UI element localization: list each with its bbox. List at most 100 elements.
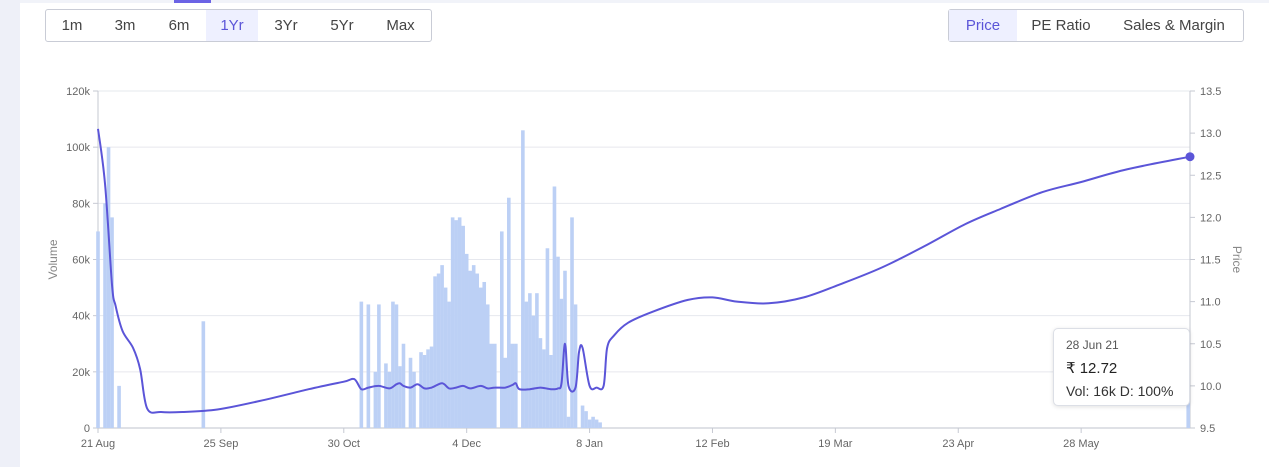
- volume-bar: [366, 304, 371, 428]
- x-tick-label: 4 Dec: [452, 438, 481, 450]
- volume-bar: [482, 281, 487, 428]
- volume-bar: [594, 419, 599, 428]
- y-right-tick-label: 13.5: [1200, 86, 1221, 98]
- volume-bar: [377, 304, 381, 428]
- period-max-button[interactable]: Max: [386, 17, 415, 34]
- volume-bar: [524, 301, 529, 428]
- volume-bar: [538, 338, 543, 428]
- period-3m-button[interactable]: 3m: [114, 17, 136, 34]
- y-left-tick-label: 20k: [72, 367, 90, 379]
- period-1yr-button[interactable]: 1Yr: [206, 10, 258, 41]
- volume-bar: [454, 220, 458, 428]
- tooltip-volume: Vol: 16k: [1066, 383, 1116, 399]
- highlight-point: [1185, 152, 1195, 162]
- metric-pe-ratio-button[interactable]: PE Ratio: [1031, 17, 1091, 34]
- tooltip-date: 28 Jun 21: [1066, 338, 1119, 352]
- volume-bar: [464, 253, 469, 428]
- volume-bar: [587, 419, 592, 428]
- metric-sales-margin-button[interactable]: Sales & Margin: [1123, 17, 1225, 34]
- volume-bar: [394, 304, 399, 428]
- x-tick-label: 28 May: [1063, 438, 1100, 450]
- period-3yr-button[interactable]: 3Yr: [274, 17, 298, 34]
- volume-bar: [591, 416, 595, 428]
- chart-tooltip: 28 Jun 21 ₹ 12.72 Vol: 16k D: 100%: [1053, 328, 1190, 406]
- y-right-tick-label: 12.0: [1200, 212, 1221, 224]
- period-5yr-button[interactable]: 5Yr: [330, 17, 354, 34]
- volume-bar: [422, 354, 427, 428]
- volume-bar: [570, 217, 574, 428]
- volume-bar: [384, 363, 388, 428]
- price-line: [97, 128, 1191, 414]
- volume-bar: [528, 293, 532, 428]
- metric-price-button[interactable]: Price: [949, 10, 1017, 41]
- tooltip-delivery: D: 100%: [1119, 383, 1174, 399]
- volume-bar: [1186, 383, 1190, 428]
- volume-bar: [201, 321, 206, 428]
- volume-bar: [461, 225, 465, 428]
- volume-bar: [359, 301, 364, 428]
- volume-bar: [457, 217, 462, 428]
- volume-bar: [485, 304, 490, 428]
- y-right-tick-label: 12.5: [1200, 170, 1221, 182]
- y-right-tick-label: 13.0: [1200, 128, 1221, 140]
- axis-labels: 0 20k 40k 60k 80k 100k 120k 9.5 10.0 10.5 11.0 11.5…: [46, 86, 1244, 450]
- volume-bar: [552, 186, 557, 428]
- y-right-tick-label: 10.0: [1200, 381, 1221, 393]
- tooltip-price: ₹ 12.72: [1066, 360, 1118, 377]
- volume-bar: [475, 273, 480, 428]
- volume-bar: [489, 343, 494, 428]
- volume-bar: [96, 231, 100, 428]
- volume-bar: [387, 371, 392, 428]
- price-line-layer: [97, 128, 1195, 414]
- period-6m-button[interactable]: 6m: [168, 17, 190, 34]
- volume-bar: [535, 293, 539, 428]
- volume-bar: [103, 203, 107, 428]
- volume-bar: [408, 357, 413, 428]
- x-tick-label: 21 Aug: [81, 438, 115, 450]
- volume-bar: [503, 357, 508, 428]
- volume-bar: [412, 371, 416, 428]
- period-1m-button[interactable]: 1m: [61, 17, 83, 34]
- y-left-tick-label: 80k: [72, 198, 90, 210]
- volume-bar: [478, 287, 483, 428]
- volume-bar: [450, 217, 455, 428]
- y-right-tick-label: 10.5: [1200, 339, 1221, 351]
- x-tick-label: 12 Feb: [695, 438, 729, 450]
- volume-bar: [556, 256, 560, 428]
- volume-bar: [373, 371, 378, 428]
- volume-bar: [545, 248, 550, 428]
- y-left-tick-label: 120k: [66, 86, 90, 98]
- volume-bar: [419, 352, 423, 428]
- volume-bar: [110, 217, 114, 428]
- x-tick-label: 23 Apr: [942, 438, 974, 450]
- volume-bar: [398, 366, 402, 428]
- volume-bar: [521, 130, 525, 429]
- volume-bar: [598, 422, 602, 428]
- volume-bar: [531, 315, 536, 428]
- y-right-tick-label: 9.5: [1200, 423, 1215, 435]
- x-tick-label: 25 Sep: [203, 438, 238, 450]
- volume-bar: [514, 343, 518, 428]
- volume-bar: [443, 287, 448, 428]
- volume-bar: [492, 343, 497, 428]
- volume-bar: [580, 405, 585, 428]
- y-left-tick-label: 100k: [66, 142, 90, 154]
- x-tick-label: 30 Oct: [328, 438, 360, 450]
- volume-bar: [507, 197, 511, 428]
- metric-selector: Price PE Ratio Sales & Margin: [948, 9, 1244, 42]
- volume-bar: [436, 273, 441, 428]
- volume-bar: [573, 304, 578, 428]
- volume-bar: [559, 298, 564, 428]
- volume-bar: [447, 301, 451, 428]
- y-left-tick-label: 60k: [72, 255, 90, 267]
- y-left-axis-title: Volume: [46, 239, 60, 279]
- volume-bar: [471, 265, 476, 428]
- volume-bar: [440, 265, 444, 428]
- volume-bar: [106, 147, 111, 428]
- y-left-tick-label: 40k: [72, 311, 90, 323]
- volume-bar: [549, 354, 553, 428]
- volume-bar: [566, 416, 571, 428]
- volume-bar: [468, 270, 472, 428]
- volume-bar: [117, 385, 121, 428]
